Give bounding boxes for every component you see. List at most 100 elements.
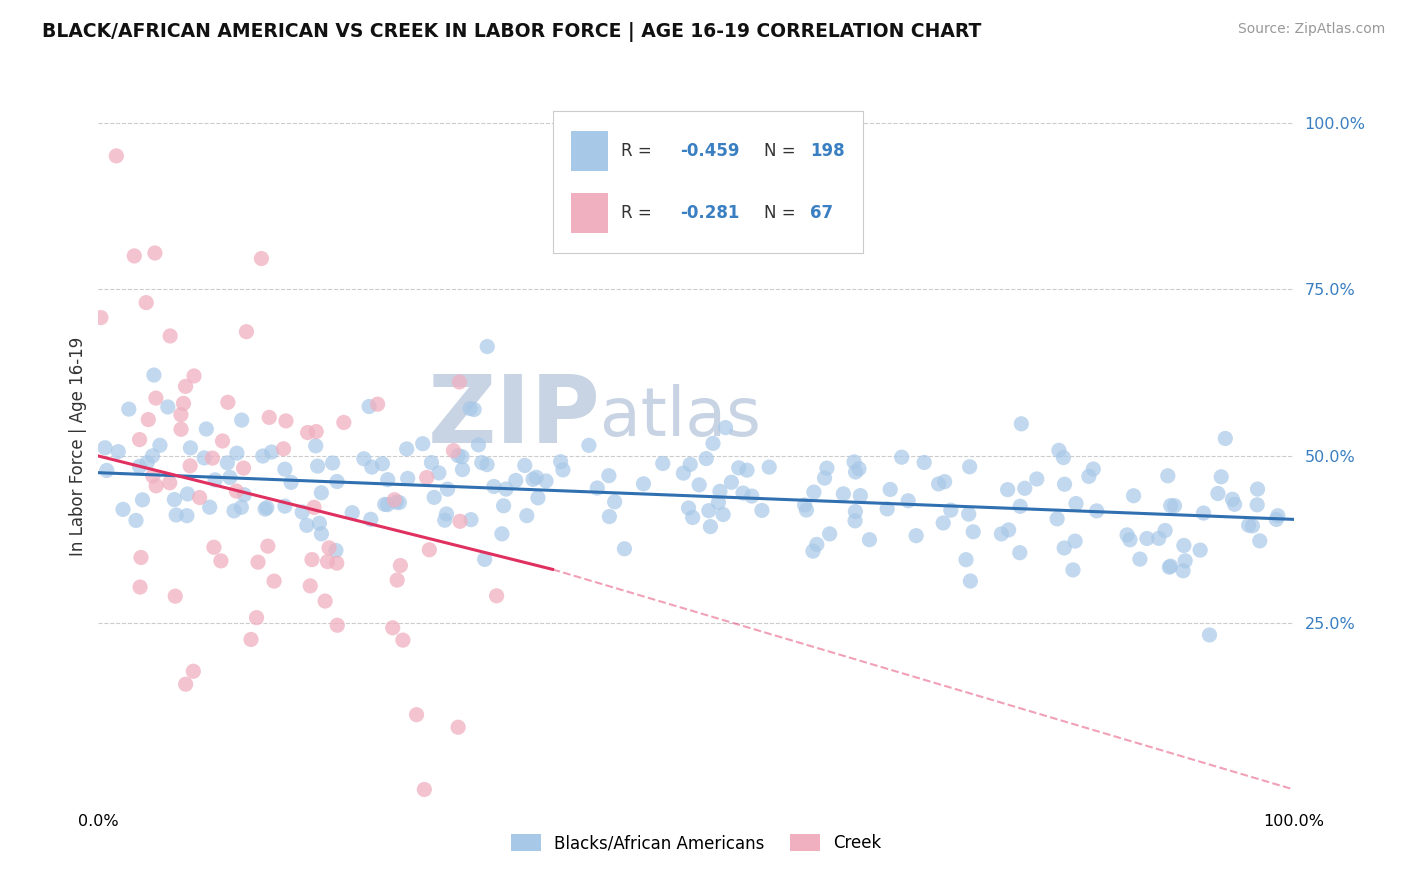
Point (842, 455, 865, 469)
Point (1163, 499, 1185, 513)
Point (316, 555, 339, 569)
Point (1241, 519, 1264, 533)
Point (451, 450, 474, 464)
Point (250, 252, 273, 266)
Point (1053, 541, 1076, 555)
Point (165, 508, 187, 522)
Point (193, 450, 215, 465)
Point (1198, 628, 1220, 642)
Point (1211, 470, 1233, 484)
Point (385, 573, 408, 587)
Point (305, 425, 328, 439)
Point (485, 589, 508, 603)
Point (477, 340, 499, 354)
Point (211, 434, 233, 448)
Point (932, 516, 955, 530)
Point (735, 463, 758, 477)
Point (1064, 497, 1087, 511)
Point (522, 472, 544, 486)
Point (333, 416, 356, 430)
Point (1136, 532, 1159, 546)
Point (460, 513, 482, 527)
Point (1160, 559, 1182, 574)
Point (322, 456, 344, 470)
Point (513, 458, 536, 473)
Point (374, 497, 396, 511)
Point (415, 470, 437, 484)
Point (311, 485, 333, 500)
Point (225, 484, 247, 499)
Point (578, 438, 600, 452)
Point (1062, 563, 1084, 577)
Point (367, 397, 389, 411)
Point (1267, 508, 1289, 523)
Point (173, 396, 195, 410)
Point (124, 249, 146, 263)
Point (997, 483, 1019, 497)
Point (793, 498, 815, 512)
Point (844, 504, 866, 518)
Point (392, 633, 415, 648)
Point (159, 475, 181, 490)
Point (377, 498, 399, 512)
Point (302, 500, 325, 515)
Point (603, 495, 626, 509)
Point (1119, 533, 1142, 547)
Point (274, 499, 297, 513)
Point (551, 463, 574, 477)
Point (463, 402, 485, 417)
Point (527, 491, 550, 505)
Point (384, 492, 406, 507)
Point (388, 495, 411, 509)
Point (451, 462, 474, 476)
Point (412, 436, 434, 450)
Point (198, 500, 221, 515)
Point (314, 594, 336, 608)
Point (813, 471, 835, 485)
Point (1085, 504, 1108, 518)
Point (1147, 532, 1170, 546)
Point (165, 589, 187, 603)
Point (201, 451, 224, 466)
Point (959, 459, 981, 474)
Point (318, 541, 340, 555)
Point (449, 375, 471, 389)
Point (1008, 546, 1031, 560)
Point (274, 462, 297, 476)
Point (257, 410, 280, 425)
Point (534, 474, 557, 488)
Point (260, 445, 283, 459)
Point (129, 550, 152, 565)
Point (651, 457, 673, 471)
Point (475, 458, 498, 472)
Point (225, 446, 247, 460)
Point (381, 621, 404, 635)
Point (905, 529, 928, 543)
Point (516, 508, 538, 523)
Point (803, 485, 825, 500)
Point (449, 514, 471, 528)
Point (741, 489, 763, 503)
Point (1083, 462, 1105, 476)
Point (598, 468, 620, 483)
Point (492, 499, 515, 513)
Point (1157, 468, 1180, 483)
Point (957, 507, 980, 521)
Point (118, 402, 141, 417)
Point (879, 483, 901, 497)
Point (174, 677, 197, 691)
Point (613, 541, 636, 556)
Point (433, 513, 456, 527)
Point (598, 509, 620, 524)
Point (170, 408, 193, 422)
Point (1046, 512, 1069, 526)
Point (695, 451, 717, 466)
Point (758, 460, 780, 475)
Point (326, 618, 349, 632)
Text: ZIP: ZIP (427, 371, 600, 464)
Point (141, 449, 163, 463)
Point (233, 488, 256, 502)
Point (1053, 477, 1076, 491)
Point (395, 442, 418, 456)
Point (105, 149, 128, 163)
